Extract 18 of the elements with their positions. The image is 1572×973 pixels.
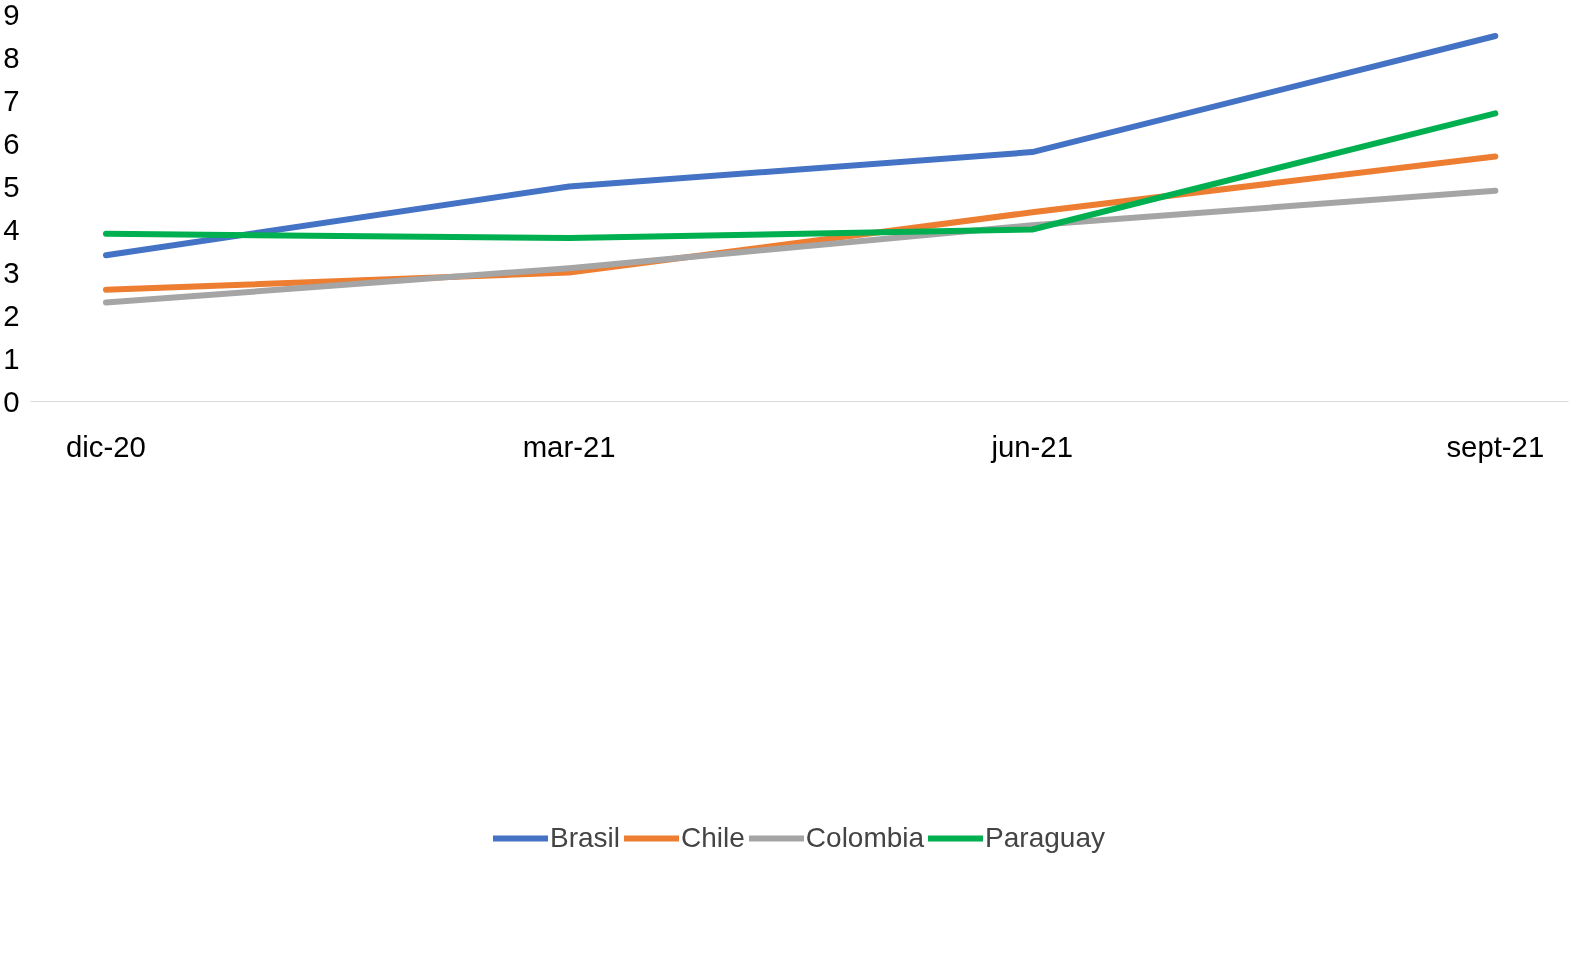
y-tick-label: 7 xyxy=(3,83,20,117)
legend-label: Brasil xyxy=(550,822,621,854)
y-tick-label: 6 xyxy=(3,126,20,160)
y-tick-label: 1 xyxy=(3,341,20,375)
x-tick-label: jun-21 xyxy=(990,429,1073,463)
y-tick-label: 3 xyxy=(3,255,20,289)
y-tick-label: 5 xyxy=(3,169,20,203)
y-tick-label: 0 xyxy=(3,384,20,418)
y-tick-label: 8 xyxy=(3,40,20,74)
x-tick-label: mar-21 xyxy=(522,429,616,463)
y-tick-label: 2 xyxy=(3,298,20,332)
legend-label: Colombia xyxy=(805,822,925,854)
legend-label: Chile xyxy=(681,822,745,854)
x-tick-label: sept-21 xyxy=(1446,429,1545,463)
legend-label: Paraguay xyxy=(985,822,1105,854)
y-tick-label: 4 xyxy=(3,212,20,246)
y-tick-label: 9 xyxy=(3,0,20,31)
x-tick-label: dic-20 xyxy=(66,429,146,463)
